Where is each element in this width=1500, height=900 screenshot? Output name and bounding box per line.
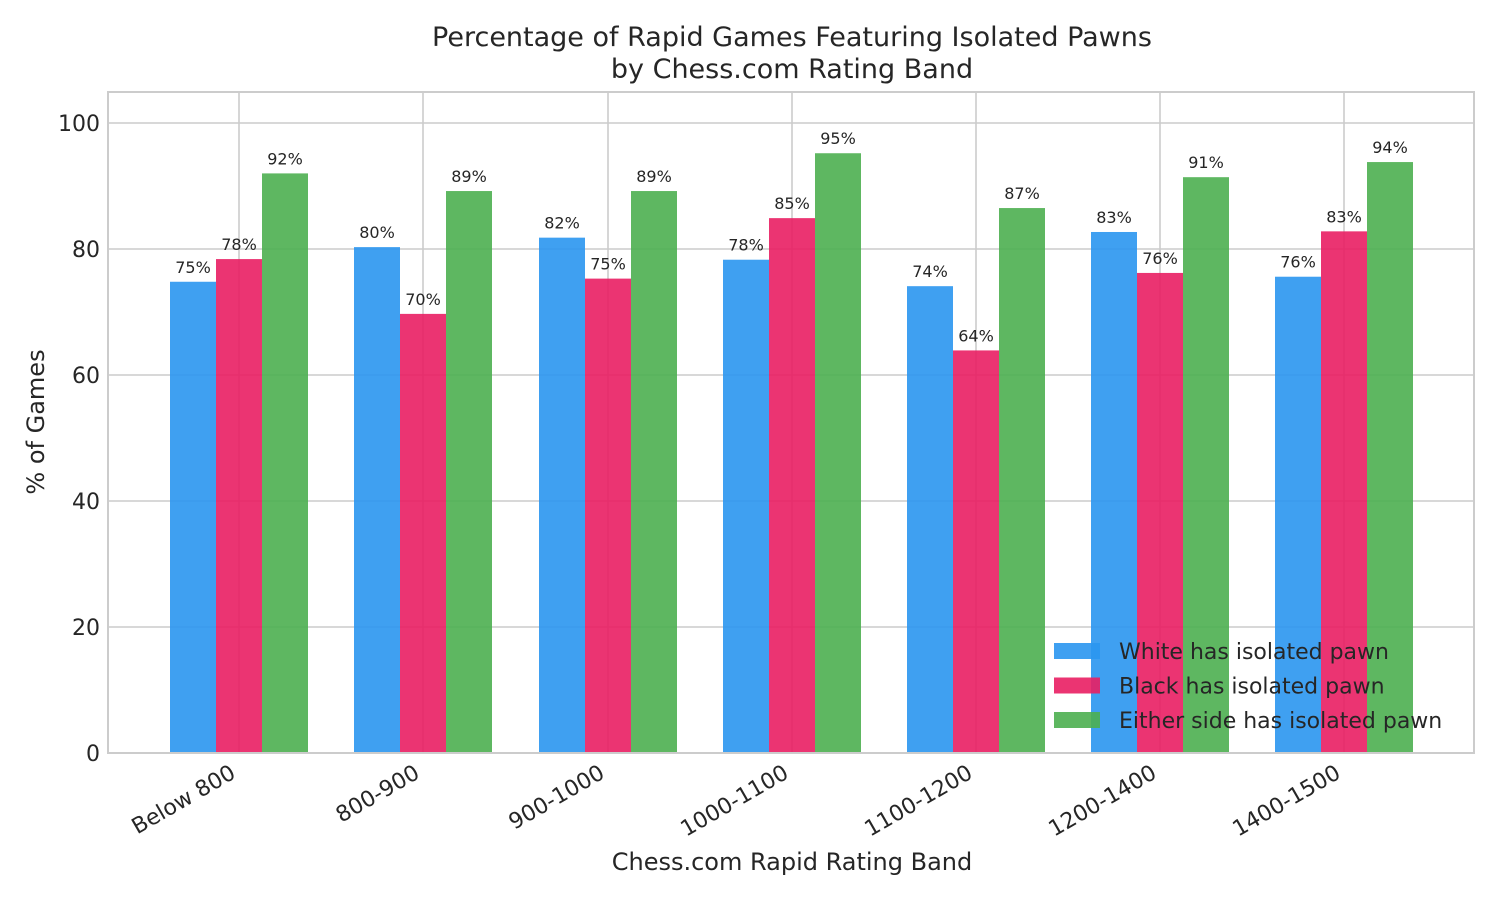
x-tick-label: 1400-1500 [1229,761,1345,843]
bar [815,153,861,754]
bar-value-label: 78% [221,235,257,254]
bar-value-label: 74% [912,262,948,281]
bar [723,259,769,753]
bar-value-label: 83% [1096,208,1132,227]
y-tick-label: 0 [86,742,100,767]
bar-value-label: 64% [958,326,994,345]
bar [1137,272,1183,753]
bar [354,247,400,754]
bar-value-label: 87% [1004,184,1040,203]
bar [539,237,585,753]
bar [1321,231,1367,754]
bar-value-label: 76% [1280,253,1316,272]
bar-value-label: 80% [359,223,395,242]
x-tick-label: 1200-1400 [1045,761,1161,843]
x-axis-ticks: Below 800 800-900 900-1000 1000-1100 1100-12… [128,761,1345,843]
legend-swatch [1054,643,1100,659]
legend-label: White has isolated pawn [1119,640,1389,665]
y-tick-label: 80 [72,238,100,263]
x-tick-label: 900-1000 [505,761,609,836]
bar-value-label: 94% [1372,138,1408,157]
bar-value-label: 76% [1142,249,1178,268]
bar [1367,162,1413,753]
bar [953,350,999,753]
y-tick-label: 20 [72,616,100,641]
bar [262,173,308,753]
bar-value-label: 85% [774,194,810,213]
bars [170,153,1413,754]
bar-value-label: 75% [590,255,626,274]
bar [1091,231,1137,754]
y-tick-label: 60 [72,364,100,389]
bar-value-label: 82% [544,214,580,233]
bar-value-label: 75% [175,258,211,277]
y-axis-label: % of Games [22,349,50,494]
bar [216,259,262,753]
bar-value-label: 89% [636,167,672,186]
bar [1275,276,1321,753]
chart-title-line-1: Percentage of Rapid Games Featuring Isol… [432,22,1152,53]
chart-title-line-2: by Chess.com Rating Band [611,54,973,85]
y-tick-label: 40 [72,490,100,515]
y-tick-label: 100 [58,112,100,137]
bar-value-label: 89% [451,167,487,186]
bar [999,208,1045,754]
x-tick-label: 1100-1200 [861,761,977,843]
bar-value-label: 78% [728,236,764,255]
bar-value-label: 70% [405,290,441,309]
bar-value-label: 83% [1326,207,1362,226]
legend-swatch [1054,677,1100,694]
bar [400,313,446,753]
legend-label: Either side has isolated pawn [1119,709,1442,734]
plot-frame [107,91,1475,754]
bar-value-label: 92% [267,149,303,168]
bar-value-label: 91% [1188,153,1224,172]
legend-swatch [1054,712,1100,728]
bar [1183,177,1229,753]
x-axis-label: Chess.com Rapid Rating Band [612,848,973,876]
bar [769,218,815,753]
x-tick-label: 800-900 [332,761,424,829]
bar-value-label: 95% [820,129,856,148]
bar [585,278,631,753]
legend: White has isolated pawn Black has isolate… [1054,640,1442,734]
legend-label: Black has isolated pawn [1119,675,1385,700]
x-tick-label: Below 800 [128,761,240,840]
bar [907,286,953,753]
x-tick-label: 1000-1100 [677,761,793,843]
data-labels: 75% 78% 92% 80% 70% 89% 82% 75% 89% 78% 85% 95% 74% 6… [175,129,1408,345]
bar [170,281,216,753]
y-axis-ticks: 0 20 40 60 80 100 [58,112,100,767]
bar [446,191,492,754]
bar [631,191,677,754]
